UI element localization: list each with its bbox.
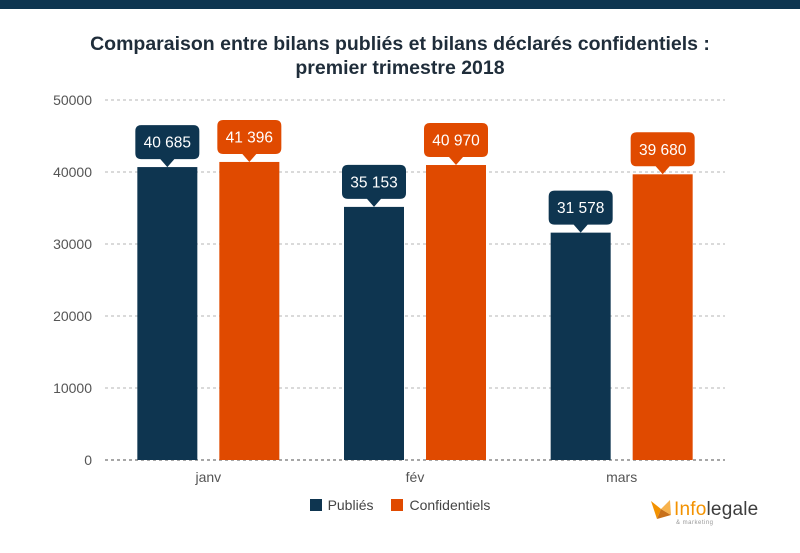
x-tick-label-janv: janv [194,469,221,485]
data-label-confidentiels-mars: 39 680 [639,142,687,159]
top-accent-bar [0,0,800,9]
data-label-publis-mars: 31 578 [557,200,604,217]
data-callout-confidentiels-fév [424,123,488,166]
bar-confidentiels-mars [632,174,693,460]
bar-publis-mars [550,232,611,460]
y-tick-label-20000: 20000 [53,308,92,324]
chart-title: Comparaison entre bilans publiés et bila… [0,32,800,80]
bar-publis-janv [137,167,198,460]
bar-publis-fév [344,206,404,460]
data-callout-publis-janv [135,125,200,168]
legend-label-publies: Publiés [327,497,374,513]
x-tick-label-mars: mars [606,469,637,485]
legend-swatch-confidentiels [391,499,404,511]
data-label-confidentiels-janv: 41 396 [226,129,273,146]
data-callout-confidentiels-janv [217,119,282,162]
x-tick-label-fév: fév [406,469,425,485]
data-callout-publis-mars [548,190,613,233]
infolegale-logo: Infolegale & marketing [648,497,759,526]
chart-title-line-1: Comparaison entre bilans publiés et bila… [90,33,710,55]
legend-label-confidentiels: Confidentiels [409,497,491,513]
bar-confidentiels-fév [426,165,486,461]
chart-title-line-2: premier trimestre 2018 [295,57,505,79]
y-tick-label-10000: 10000 [53,380,92,396]
y-tick-label-0: 0 [84,452,92,468]
y-tick-label-40000: 40000 [53,164,92,180]
legend-item-confidentiels: Confidentiels [391,497,490,513]
infolegale-logo-tagline: & marketing [676,520,714,526]
legend-item-publies: Publiés [309,497,374,513]
chart-legend: Publiés Confidentiels [0,497,800,513]
infolegale-logo-icon [651,500,671,519]
infolegale-logo-text: Infolegale [674,499,759,520]
y-tick-label-30000: 30000 [53,236,92,252]
legend-swatch-publies [309,499,322,511]
y-tick-label-50000: 50000 [53,92,92,108]
bar-confidentiels-janv [219,161,280,461]
data-label-confidentiels-fév: 40 970 [432,133,480,150]
data-callout-publis-fév [342,164,406,207]
data-callout-confidentiels-mars [630,132,695,175]
data-label-publis-janv: 40 685 [144,135,191,152]
data-label-publis-fév: 35 153 [350,174,397,191]
